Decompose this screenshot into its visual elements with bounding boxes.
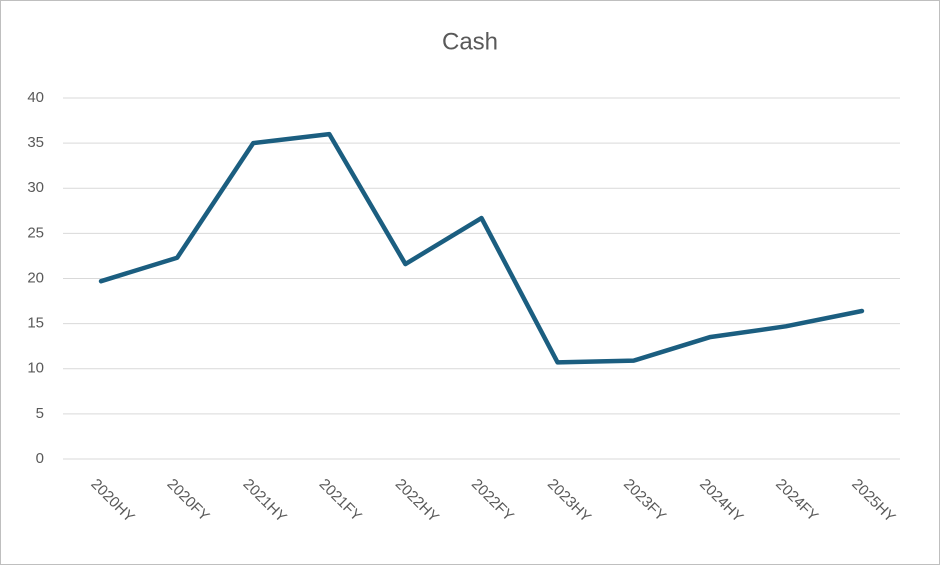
- y-tick-label: 25: [27, 224, 44, 241]
- y-tick-label: 5: [36, 405, 44, 422]
- y-tick-label: 35: [27, 134, 44, 151]
- y-tick-label: 0: [36, 450, 44, 467]
- data-line: [98, 131, 865, 365]
- y-tick-label: 30: [27, 179, 44, 196]
- y-tick-label: 40: [27, 89, 44, 106]
- y-tick-label: 10: [27, 360, 44, 377]
- y-tick-label: 20: [27, 269, 44, 286]
- chart-title: Cash: [442, 28, 498, 55]
- y-tick-label: 15: [27, 315, 44, 332]
